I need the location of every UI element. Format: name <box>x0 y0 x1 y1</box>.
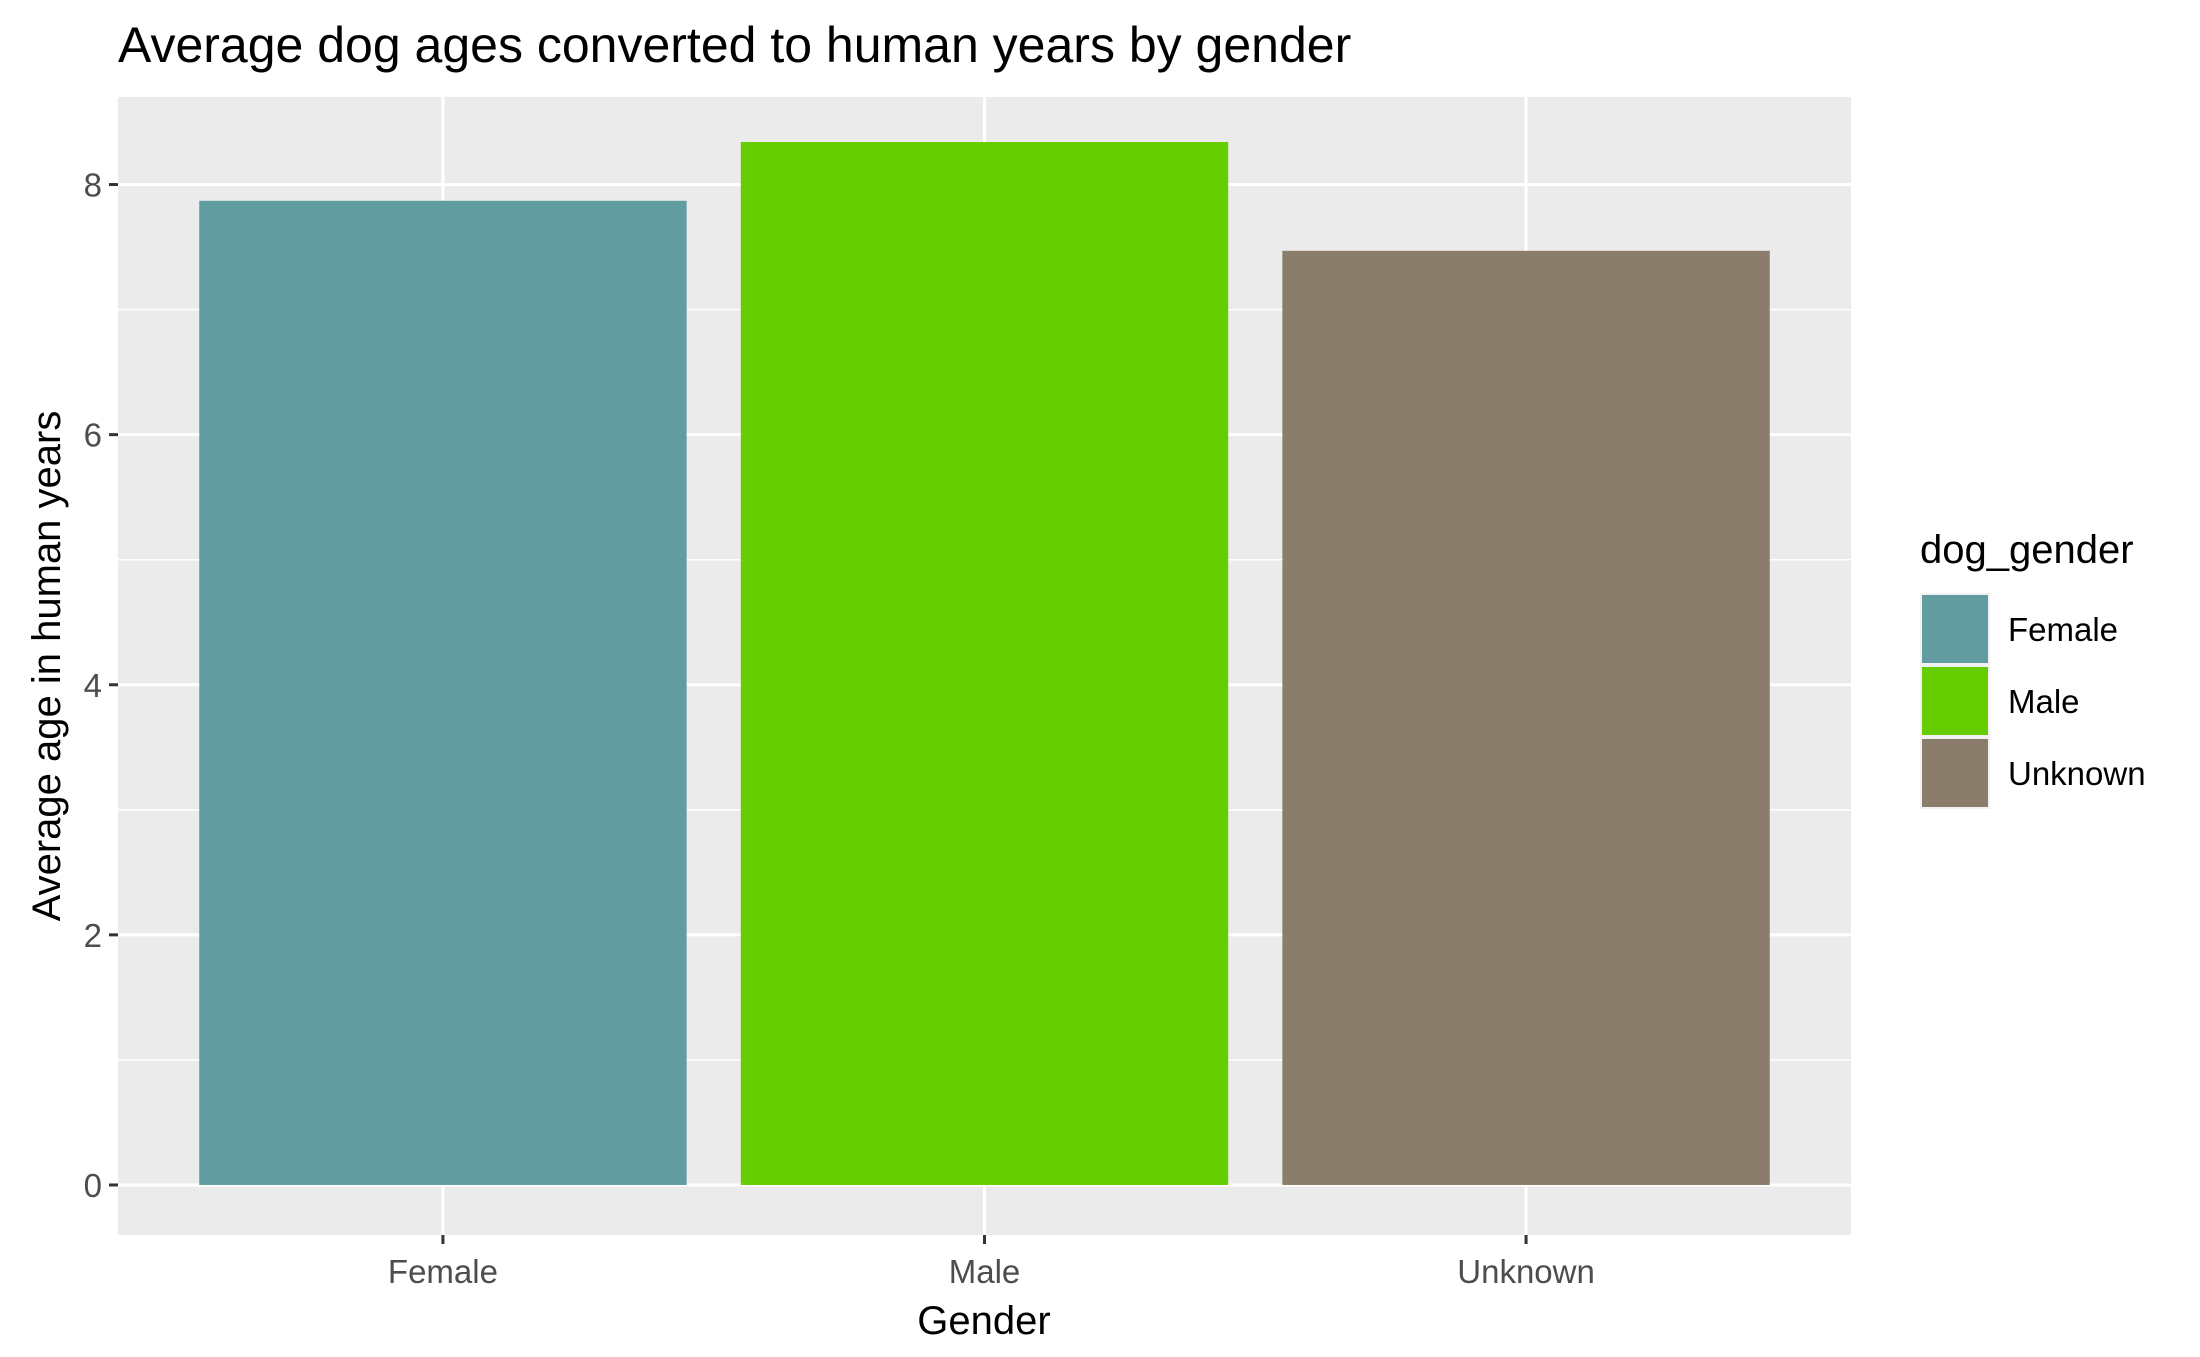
x-tick-label: Female <box>388 1253 498 1290</box>
y-tick-label: 8 <box>84 167 102 204</box>
y-tick-label: 4 <box>84 667 102 704</box>
bar-unknown <box>1282 250 1770 1185</box>
x-axis: Female Male Unknown <box>388 1235 1595 1290</box>
legend-swatch-unknown <box>1922 739 1988 807</box>
x-tick-label: Unknown <box>1457 1253 1595 1290</box>
chart-title: Average dog ages converted to human year… <box>118 17 1351 73</box>
legend-label: Unknown <box>2008 755 2146 792</box>
y-tick-label: 6 <box>84 417 102 454</box>
legend-swatch-male <box>1922 667 1988 735</box>
x-axis-title: Gender <box>917 1299 1050 1343</box>
y-axis: 0 2 4 6 8 <box>84 167 118 1204</box>
bars <box>199 142 1770 1185</box>
legend-label: Male <box>2008 683 2080 720</box>
legend-swatch-female <box>1922 595 1988 663</box>
bar-female <box>199 200 687 1185</box>
legend-label: Female <box>2008 611 2118 648</box>
y-tick-label: 0 <box>84 1167 102 1204</box>
y-axis-title: Average age in human years <box>25 411 69 922</box>
legend: dog_gender Female Male Unknown <box>1920 528 2146 809</box>
bar-male <box>740 142 1229 1185</box>
legend-title: dog_gender <box>1920 528 2134 572</box>
y-tick-label: 2 <box>84 917 102 954</box>
x-tick-label: Male <box>949 1253 1021 1290</box>
